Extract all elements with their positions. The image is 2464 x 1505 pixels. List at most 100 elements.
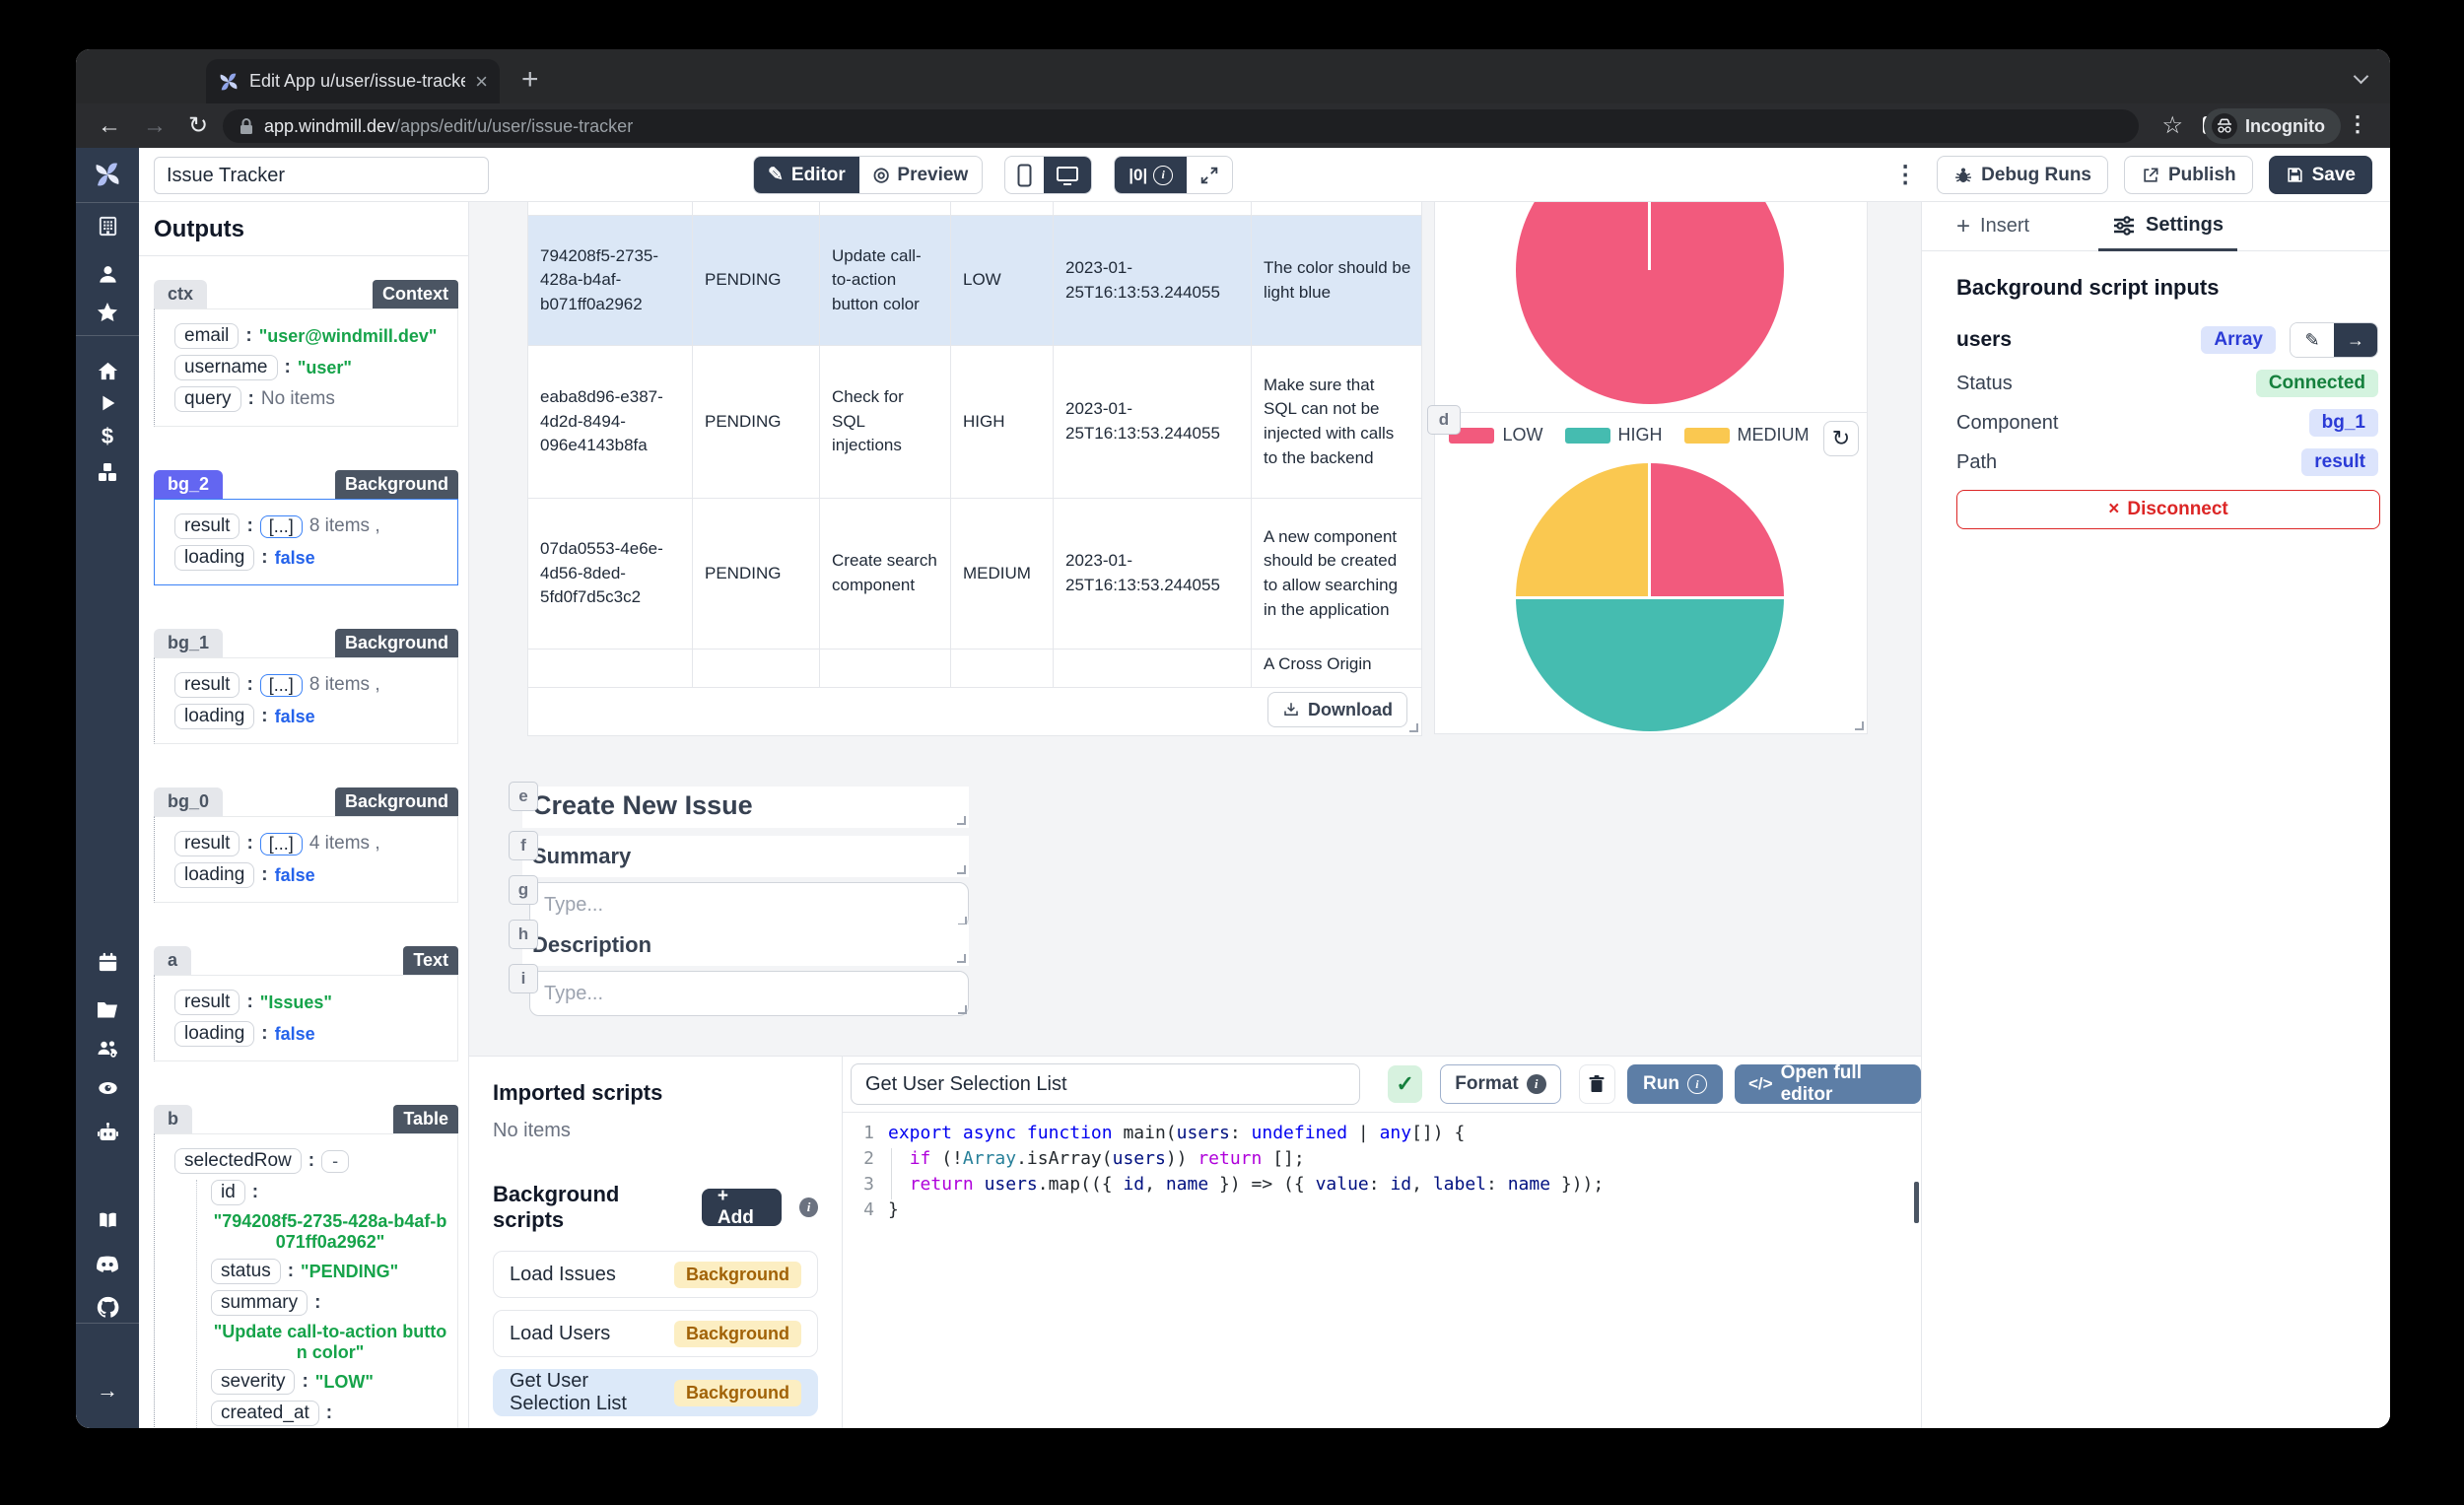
refresh-button[interactable]: ↻ bbox=[1823, 421, 1859, 456]
chevron-down-icon[interactable] bbox=[2355, 69, 2368, 83]
add-script-button[interactable]: + Add bbox=[701, 1186, 783, 1228]
save-button[interactable]: Save bbox=[2268, 156, 2372, 194]
output-key[interactable]: selectedRow bbox=[174, 1148, 302, 1174]
scrollbar-thumb[interactable] bbox=[1914, 1182, 1919, 1223]
output-key[interactable]: result bbox=[174, 990, 240, 1015]
output-key[interactable]: loading bbox=[174, 862, 255, 888]
summary-input[interactable] bbox=[529, 882, 969, 927]
output-key[interactable]: status bbox=[211, 1259, 281, 1284]
output-key[interactable]: severity bbox=[211, 1369, 296, 1395]
browser-menu-icon[interactable]: ⋮ bbox=[2347, 111, 2368, 136]
script-list-item[interactable]: Load Issues Background bbox=[493, 1251, 818, 1298]
pie-chart-severity-component[interactable]: LOW HIGH MEDIUM ↻ bbox=[1434, 412, 1868, 734]
output-value[interactable]: - bbox=[321, 1149, 350, 1173]
robot-icon[interactable] bbox=[76, 1121, 139, 1144]
output-section-id[interactable]: bg_1 bbox=[154, 629, 224, 657]
disconnect-button[interactable]: × Disconnect bbox=[1956, 490, 2380, 529]
legend-item[interactable]: HIGH bbox=[1564, 425, 1663, 445]
path-badge[interactable]: result bbox=[2301, 448, 2378, 476]
component-badge[interactable]: bg_1 bbox=[2308, 409, 2378, 437]
more-menu-icon[interactable]: ⋮ bbox=[1893, 162, 1918, 188]
output-key[interactable]: result bbox=[174, 672, 240, 698]
output-key[interactable]: loading bbox=[174, 1021, 255, 1047]
play-icon[interactable] bbox=[76, 392, 139, 414]
minimize-window-button[interactable] bbox=[143, 67, 163, 87]
forward-icon[interactable]: → bbox=[143, 111, 167, 139]
building-icon[interactable] bbox=[76, 215, 139, 238]
folder-icon[interactable] bbox=[76, 997, 139, 1021]
maximize-window-button[interactable] bbox=[177, 67, 197, 87]
expand-array-pill[interactable]: [...] bbox=[259, 832, 303, 855]
script-list-item[interactable]: Load Users Background bbox=[493, 1310, 818, 1357]
user-group-icon[interactable] bbox=[76, 1037, 139, 1060]
resize-handle[interactable] bbox=[957, 865, 966, 874]
output-key[interactable]: result bbox=[174, 831, 240, 856]
close-window-button[interactable] bbox=[108, 67, 128, 87]
user-icon[interactable] bbox=[76, 263, 139, 286]
script-name-input[interactable] bbox=[851, 1063, 1360, 1105]
preview-tab[interactable]: ◎ Preview bbox=[872, 164, 969, 186]
description-label-component[interactable]: Description bbox=[522, 924, 969, 966]
arrow-right-icon[interactable]: → bbox=[97, 1378, 118, 1402]
home-icon[interactable] bbox=[76, 360, 139, 382]
incognito-badge[interactable]: Incognito bbox=[2204, 108, 2341, 144]
app-name-input[interactable] bbox=[154, 157, 489, 194]
book-icon[interactable] bbox=[76, 1209, 139, 1231]
output-section-id[interactable]: bg_0 bbox=[154, 787, 224, 816]
output-key[interactable]: loading bbox=[174, 545, 255, 571]
new-tab-button[interactable]: + bbox=[521, 63, 539, 96]
editor-tab[interactable]: ✎ Editor bbox=[754, 157, 859, 193]
output-section-id[interactable]: a bbox=[154, 946, 192, 975]
output-key[interactable]: id bbox=[211, 1180, 245, 1205]
static-mode-button[interactable]: ✎ bbox=[2291, 323, 2334, 357]
output-section-id[interactable]: bg_2 bbox=[154, 470, 224, 499]
dollar-icon[interactable]: $ bbox=[101, 424, 114, 448]
resize-handle[interactable] bbox=[957, 816, 966, 825]
table-row[interactable]: A Cross Origin bbox=[528, 650, 1421, 688]
output-key[interactable]: username bbox=[174, 355, 278, 380]
eye-icon[interactable] bbox=[76, 1077, 139, 1099]
download-button[interactable]: Download bbox=[1267, 692, 1407, 727]
type-badge[interactable]: Array bbox=[2201, 326, 2276, 354]
mobile-view-button[interactable] bbox=[1005, 157, 1044, 193]
output-key[interactable]: result bbox=[174, 513, 240, 539]
star-icon[interactable] bbox=[76, 301, 139, 324]
issues-table-component[interactable]: 794208f5-2735-428a-b4af-b071ff0a2962 PEND… bbox=[527, 202, 1422, 736]
url-bar[interactable]: app.windmill.dev/apps/edit/u/user/issue-… bbox=[223, 109, 2139, 143]
resize-handle[interactable] bbox=[957, 954, 966, 963]
expand-array-pill[interactable]: [...] bbox=[259, 673, 303, 697]
resize-handle[interactable] bbox=[1409, 723, 1418, 732]
calendar-icon[interactable] bbox=[76, 951, 139, 974]
github-icon[interactable] bbox=[76, 1295, 139, 1320]
open-full-editor-button[interactable]: </> Open full editor bbox=[1734, 1062, 1921, 1105]
delete-script-button[interactable] bbox=[1578, 1064, 1616, 1104]
output-key[interactable]: email bbox=[174, 323, 240, 349]
table-row[interactable]: 794208f5-2735-428a-b4af-b071ff0a2962 PEND… bbox=[528, 216, 1421, 346]
connect-mode-button[interactable]: → bbox=[2334, 323, 2377, 357]
back-icon[interactable]: ← bbox=[98, 111, 121, 139]
resize-handle[interactable] bbox=[1855, 721, 1864, 730]
reload-icon[interactable]: ↻ bbox=[188, 112, 209, 139]
format-button[interactable]: Format i bbox=[1440, 1064, 1561, 1104]
description-input[interactable] bbox=[529, 971, 969, 1016]
discord-icon[interactable] bbox=[76, 1254, 139, 1275]
resize-handle[interactable] bbox=[958, 1005, 967, 1014]
publish-button[interactable]: Publish bbox=[2124, 156, 2253, 194]
summary-label-component[interactable]: Summary bbox=[522, 836, 969, 877]
fullscreen-button[interactable] bbox=[1187, 157, 1232, 193]
legend-item[interactable]: LOW bbox=[1449, 425, 1543, 445]
tab-insert[interactable]: + Insert bbox=[1956, 212, 2030, 239]
tab-close-icon[interactable]: × bbox=[475, 68, 488, 94]
legend-item[interactable]: MEDIUM bbox=[1683, 425, 1810, 445]
cubes-icon[interactable] bbox=[76, 460, 139, 484]
output-key[interactable]: loading bbox=[174, 704, 255, 729]
output-section-id[interactable]: ctx bbox=[154, 280, 208, 308]
output-section-id[interactable]: b bbox=[154, 1105, 192, 1133]
tab-settings[interactable]: Settings bbox=[2098, 203, 2237, 251]
output-key[interactable]: query bbox=[174, 386, 241, 412]
windmill-logo[interactable] bbox=[76, 160, 139, 189]
table-row[interactable]: eaba8d96-e387-4d2d-8494-096e4143b8fa PEND… bbox=[528, 346, 1421, 499]
output-key[interactable]: summary bbox=[211, 1290, 308, 1316]
output-key[interactable]: created_at bbox=[211, 1401, 319, 1426]
script-list-item[interactable]: Get User Selection List Background bbox=[493, 1369, 818, 1416]
